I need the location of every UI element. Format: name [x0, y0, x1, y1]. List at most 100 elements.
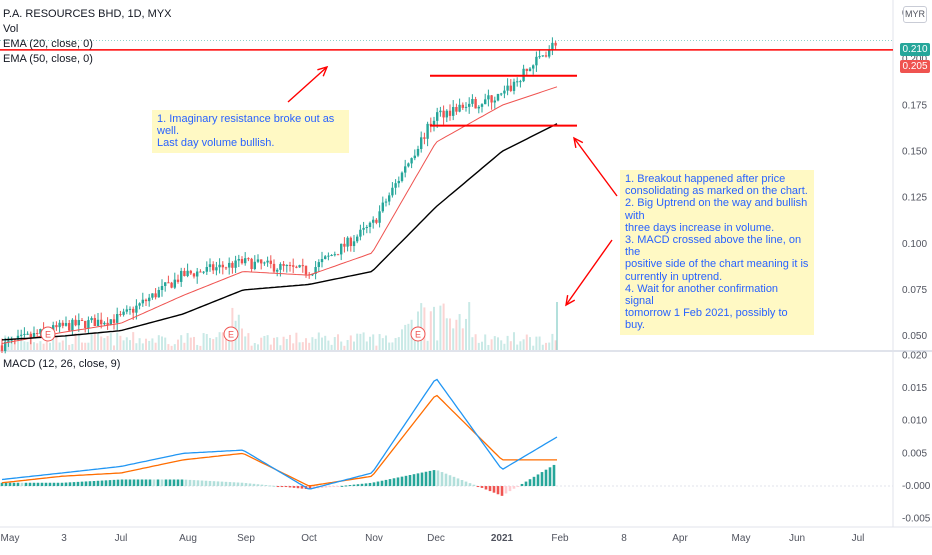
currency-button[interactable]: MYR [903, 6, 927, 23]
volume-bar [452, 328, 455, 350]
volume-bar [340, 341, 343, 350]
price-tick-label: 0.050 [902, 331, 927, 342]
volume-bar [189, 337, 192, 350]
histogram-bar [184, 479, 188, 487]
time-tick-label: 2021 [491, 533, 514, 544]
candle-body [519, 81, 522, 83]
volume-bar [45, 340, 48, 350]
candle-body [208, 264, 212, 267]
candle-body [244, 258, 247, 264]
histogram-bar [40, 482, 44, 487]
volume-bar [359, 333, 362, 350]
histogram-bar [224, 481, 228, 487]
histogram-bar [352, 484, 356, 487]
candle-body [554, 42, 557, 46]
candle-body [266, 260, 269, 263]
annotation-note-resistance[interactable]: 1. Imaginary resistance broke out as wel… [152, 110, 349, 153]
volume-bar [55, 336, 58, 350]
volume-bar [106, 336, 109, 350]
candle-body [375, 219, 378, 223]
volume-bar [407, 323, 410, 350]
histogram-bar [160, 479, 164, 487]
candle-body [221, 264, 224, 268]
volume-bar [349, 335, 352, 350]
candle-body [77, 320, 80, 326]
candle-body [7, 340, 10, 342]
candle-body [327, 255, 330, 257]
candle-body [445, 110, 448, 118]
histogram-bar [256, 484, 260, 487]
candle-body [196, 271, 199, 277]
volume-bar [285, 338, 288, 350]
candle-body [298, 265, 301, 268]
candle-body [20, 334, 23, 336]
histogram-bar [408, 475, 412, 487]
histogram-bar [208, 480, 212, 487]
price-tick-label: 0.075 [902, 285, 927, 296]
candle-body [551, 42, 554, 51]
arrow-to-range-head [573, 136, 584, 148]
volume-bar [497, 337, 499, 350]
histogram-bar [324, 486, 328, 488]
volume-bar [33, 342, 35, 350]
volume-bar [58, 342, 61, 350]
volume-bar [458, 314, 461, 350]
candle-body [301, 265, 304, 267]
histogram-bar [516, 486, 520, 488]
volume-bar [93, 333, 96, 350]
volume-bar [388, 342, 391, 350]
macd-tick-label: 0.015 [902, 383, 927, 394]
volume-bar [84, 342, 87, 350]
candle-body [279, 264, 282, 270]
histogram-bar [508, 486, 512, 492]
histogram-bar [496, 486, 500, 495]
candle-body [391, 187, 394, 196]
candle-body [330, 255, 333, 257]
histogram-bar [432, 470, 436, 487]
histogram-bar [520, 483, 524, 487]
histogram-bar [216, 481, 220, 487]
candle-body [285, 265, 288, 267]
volume-bar [260, 337, 263, 350]
volume-bar [391, 342, 394, 350]
histogram-bar [476, 486, 480, 488]
candle-body [224, 267, 228, 269]
histogram-bar [44, 482, 48, 487]
candle-body [100, 319, 103, 325]
histogram-bar [12, 482, 16, 487]
volume-bar [484, 334, 487, 350]
volume-bar [135, 343, 138, 350]
histogram-bar [140, 479, 144, 487]
histogram-bar [404, 475, 408, 487]
histogram-bar [420, 472, 424, 487]
volume-bar [423, 307, 426, 350]
volume-bar [193, 336, 195, 350]
histogram-bar [436, 470, 440, 487]
candle-body [93, 318, 96, 327]
volume-bar [436, 340, 439, 350]
volume-bar [301, 342, 304, 350]
candle-body [23, 333, 26, 335]
candle-body [461, 104, 464, 108]
histogram-bar [524, 481, 528, 487]
candle-body [407, 163, 410, 167]
annotation-note-breakout[interactable]: 1. Breakout happened after price consoli… [620, 170, 814, 335]
volume-bar [538, 336, 541, 350]
candle-body [500, 93, 503, 95]
candle-body [356, 236, 359, 242]
candle-body [548, 50, 551, 57]
histogram-bar [544, 469, 548, 487]
earnings-marker-label: E [228, 330, 234, 340]
histogram-bar [196, 480, 200, 487]
histogram-bar [464, 481, 468, 487]
volume-bar [100, 336, 103, 350]
histogram-bar [180, 479, 184, 487]
arrow-to-range [573, 137, 618, 197]
volume-bar [42, 343, 45, 350]
candle-body [55, 325, 58, 328]
candle-body [202, 271, 205, 273]
histogram-bar [368, 482, 372, 487]
volume-bar [148, 340, 151, 350]
